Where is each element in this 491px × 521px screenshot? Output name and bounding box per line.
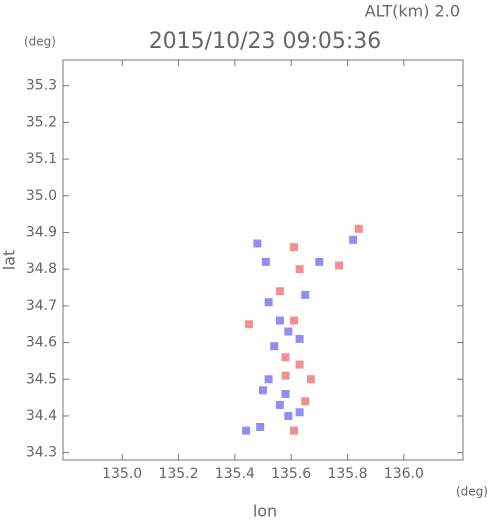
echo-cell <box>295 265 304 274</box>
echo-cell <box>253 239 262 248</box>
x-tick-label: 135.6 <box>271 466 311 482</box>
echo-cell <box>281 353 290 362</box>
x-tick-label: 135.0 <box>102 466 142 482</box>
echo-cell <box>244 320 253 329</box>
x-tick-label: 135.8 <box>327 466 367 482</box>
y-tick-label: 34.9 <box>26 224 57 240</box>
y-tick-label: 35.0 <box>26 188 57 204</box>
echo-cell <box>259 386 267 395</box>
echo-cell <box>289 316 298 325</box>
echo-cell <box>270 342 279 351</box>
y-tick-label: 34.5 <box>26 371 57 387</box>
echo-cell <box>284 327 293 336</box>
y-tick-label: 35.1 <box>26 151 57 167</box>
echo-cell <box>264 298 273 307</box>
x-tick-label: 136.0 <box>384 466 424 482</box>
echo-cell <box>349 235 358 244</box>
echo-cell <box>301 290 310 299</box>
echo-cell <box>289 426 298 435</box>
subtitle: ALT(km) 2.0 <box>365 2 460 21</box>
y-tick-label: 35.3 <box>26 78 57 94</box>
y-tick-label: 34.7 <box>26 298 57 314</box>
echo-cell <box>306 375 315 384</box>
y-axis-label: lat <box>0 250 19 271</box>
x-tick-label: 135.4 <box>215 466 255 482</box>
x-axis-label: lon <box>253 502 277 521</box>
echo-cell <box>256 422 265 431</box>
y-tick-label: 35.2 <box>26 114 57 130</box>
echo-cell <box>335 261 344 270</box>
echo-cell <box>281 389 290 398</box>
echo-cell <box>289 243 298 252</box>
echo-cell <box>301 397 310 406</box>
y-tick-label: 34.3 <box>26 445 57 461</box>
echo-cell <box>295 360 304 369</box>
echo-cell <box>242 426 251 435</box>
echo-cell <box>281 371 290 380</box>
echo-cell <box>264 375 273 384</box>
y-unit: (deg) <box>24 35 56 49</box>
echo-cell <box>275 287 284 296</box>
echo-cell <box>315 257 324 266</box>
echo-cell <box>261 257 270 266</box>
y-tick-label: 34.8 <box>26 261 57 277</box>
echo-cell <box>275 316 284 325</box>
echo-cell <box>354 224 363 233</box>
plot-frame <box>62 59 464 461</box>
y-tick-label: 34.6 <box>26 335 57 351</box>
x-unit: (deg) <box>456 485 488 499</box>
chart-title: 2015/10/23 09:05:36 <box>149 29 382 54</box>
echo-cell <box>284 411 293 420</box>
echo-cell <box>275 400 284 409</box>
y-tick-label: 34.4 <box>26 408 57 424</box>
echo-cell <box>295 408 304 417</box>
echo-cell <box>295 334 304 343</box>
x-tick-label: 135.2 <box>158 466 198 482</box>
